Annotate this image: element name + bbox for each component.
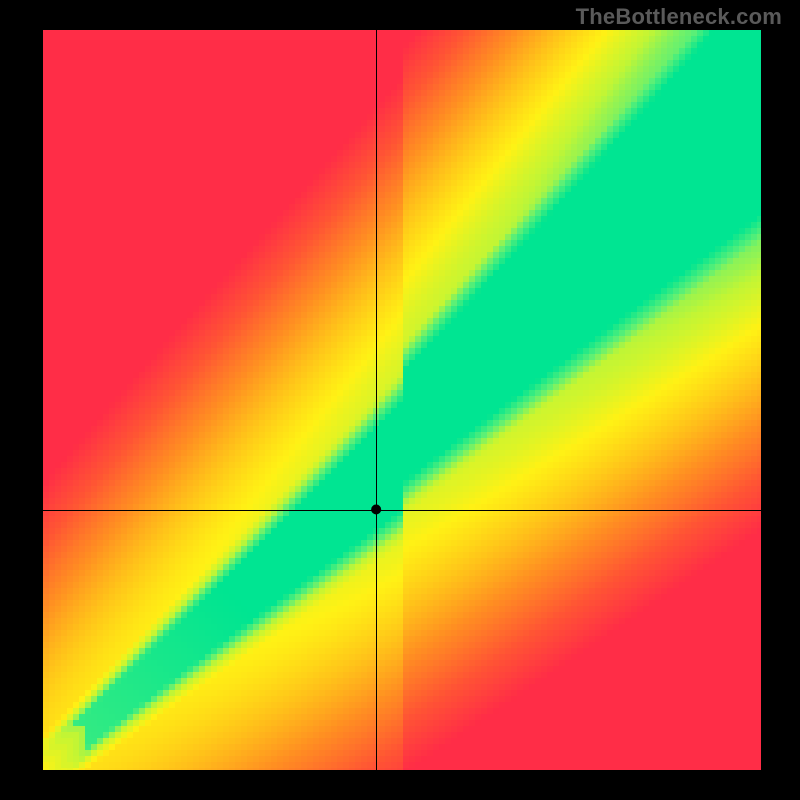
bottleneck-heatmap: [43, 30, 761, 770]
chart-root: { "watermark": { "text": "TheBottleneck.…: [0, 0, 800, 800]
watermark-text: TheBottleneck.com: [576, 4, 782, 30]
